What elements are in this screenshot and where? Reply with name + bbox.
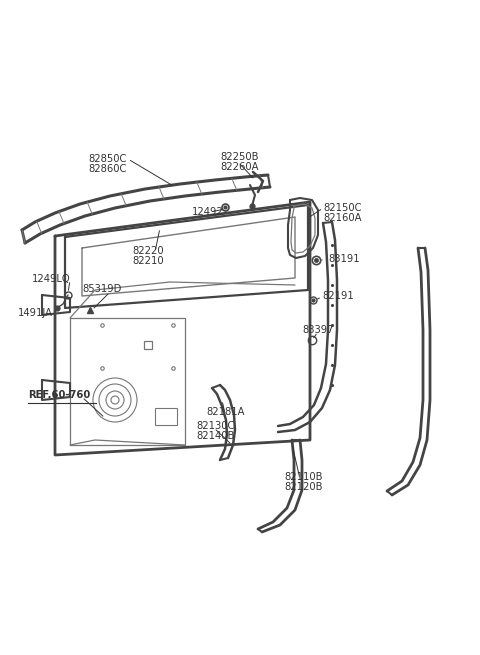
Text: 82860C: 82860C (88, 164, 126, 174)
Text: 1491JA: 1491JA (18, 308, 53, 318)
Text: 82140B: 82140B (196, 431, 234, 441)
Text: 83191: 83191 (328, 254, 360, 264)
Text: 12492: 12492 (192, 207, 224, 217)
Text: 82220: 82220 (132, 246, 164, 256)
Text: 1249LQ: 1249LQ (32, 274, 71, 284)
Text: 82850C: 82850C (88, 154, 126, 164)
Text: 82191: 82191 (322, 291, 354, 301)
Text: 82181A: 82181A (206, 407, 244, 417)
Text: 82160A: 82160A (323, 213, 361, 223)
Text: 82150C: 82150C (323, 203, 361, 213)
Text: 82260A: 82260A (220, 162, 259, 172)
Text: 83397: 83397 (302, 325, 334, 335)
Text: 82120B: 82120B (284, 482, 323, 492)
Text: 82130C: 82130C (196, 421, 234, 431)
Text: 82110B: 82110B (284, 472, 323, 482)
Text: 85319D: 85319D (82, 284, 121, 294)
Text: REF.60-760: REF.60-760 (28, 390, 90, 400)
Text: 82210: 82210 (132, 256, 164, 266)
Bar (155, 408, 177, 425)
Text: 82250B: 82250B (220, 152, 259, 162)
